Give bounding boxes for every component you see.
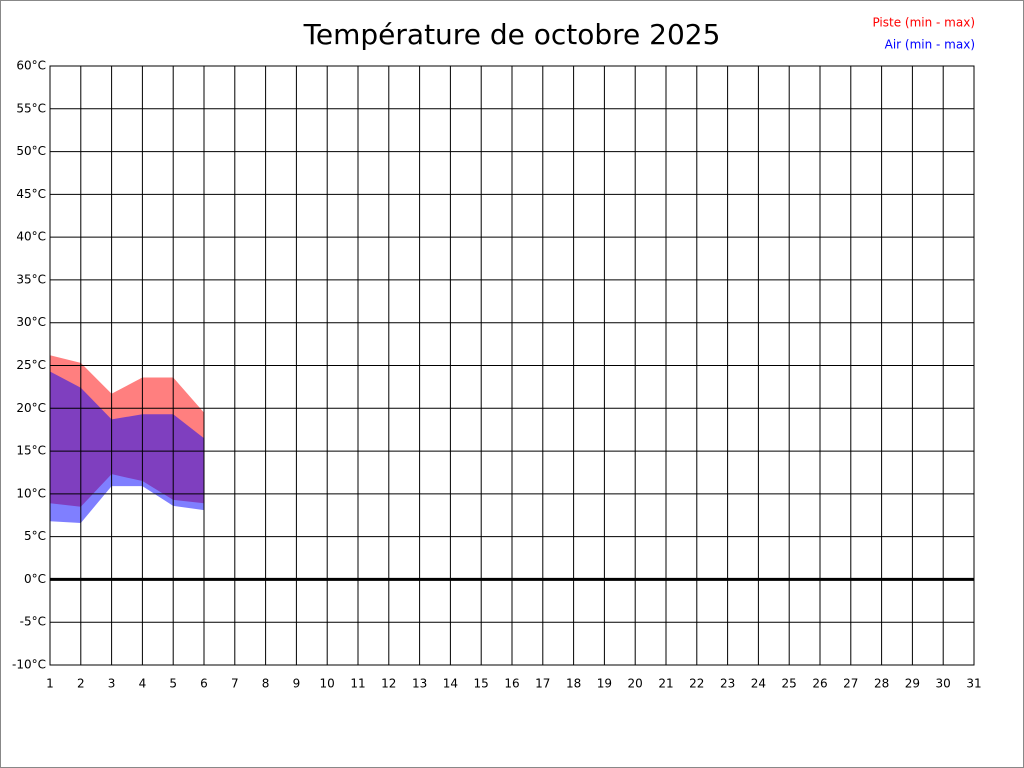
y-tick-label: 50°C bbox=[16, 144, 46, 158]
y-tick-label: -10°C bbox=[12, 658, 46, 672]
x-tick-label: 2 bbox=[77, 677, 85, 691]
plot-frame bbox=[49, 65, 975, 666]
x-tick-label: 1 bbox=[46, 677, 54, 691]
x-tick-label: 18 bbox=[566, 677, 581, 691]
legend-entry: Piste (min - max) bbox=[872, 16, 975, 30]
y-tick-label: 45°C bbox=[16, 187, 46, 201]
x-tick-label: 24 bbox=[751, 677, 766, 691]
y-tick-label: 5°C bbox=[24, 529, 46, 543]
y-tick-label: 40°C bbox=[16, 230, 46, 244]
y-tick-label: 15°C bbox=[16, 444, 46, 458]
x-tick-label: 8 bbox=[262, 677, 270, 691]
x-tick-label: 3 bbox=[108, 677, 116, 691]
x-tick-label: 19 bbox=[597, 677, 612, 691]
x-tick-label: 20 bbox=[628, 677, 643, 691]
x-tick-label: 26 bbox=[812, 677, 827, 691]
legend-entry: Air (min - max) bbox=[885, 38, 975, 52]
x-tick-label: 13 bbox=[412, 677, 427, 691]
x-tick-label: 25 bbox=[782, 677, 797, 691]
x-tick-label: 17 bbox=[535, 677, 550, 691]
x-tick-label: 15 bbox=[474, 677, 489, 691]
x-tick-label: 16 bbox=[504, 677, 519, 691]
x-tick-label: 28 bbox=[874, 677, 889, 691]
x-tick-label: 27 bbox=[843, 677, 858, 691]
chart-title: Température de octobre 2025 bbox=[303, 18, 721, 51]
y-tick-label: 30°C bbox=[16, 315, 46, 329]
x-tick-label: 6 bbox=[200, 677, 208, 691]
x-tick-label: 4 bbox=[139, 677, 147, 691]
y-tick-label: 25°C bbox=[16, 358, 46, 372]
y-tick-label: 10°C bbox=[16, 486, 46, 500]
y-tick-label: -5°C bbox=[20, 615, 46, 629]
x-tick-label: 23 bbox=[720, 677, 735, 691]
y-tick-label: 60°C bbox=[16, 59, 46, 73]
x-tick-label: 12 bbox=[381, 677, 396, 691]
y-tick-label: 0°C bbox=[24, 572, 46, 586]
y-tick-label: 55°C bbox=[16, 101, 46, 115]
range-area bbox=[50, 371, 204, 523]
x-tick-label: 31 bbox=[966, 677, 981, 691]
y-tick-label: 35°C bbox=[16, 272, 46, 286]
x-tick-label: 11 bbox=[350, 677, 365, 691]
y-tick-label: 20°C bbox=[16, 401, 46, 415]
x-tick-label: 10 bbox=[320, 677, 335, 691]
x-tick-label: 29 bbox=[905, 677, 920, 691]
x-tick-label: 22 bbox=[689, 677, 704, 691]
x-tick-label: 7 bbox=[231, 677, 239, 691]
x-tick-label: 5 bbox=[169, 677, 177, 691]
x-tick-label: 21 bbox=[658, 677, 673, 691]
x-tick-label: 14 bbox=[443, 677, 458, 691]
x-tick-label: 30 bbox=[936, 677, 951, 691]
x-tick-label: 9 bbox=[293, 677, 301, 691]
